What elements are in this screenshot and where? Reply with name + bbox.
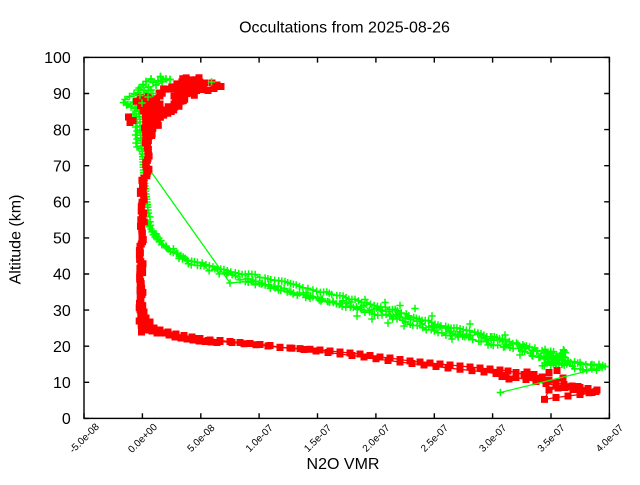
svg-text:80: 80: [53, 122, 71, 139]
svg-text:90: 90: [53, 86, 71, 103]
svg-text:Altitude (km): Altitude (km): [8, 195, 25, 285]
svg-text:100: 100: [44, 50, 71, 67]
svg-text:Occultations from 2025-08-26: Occultations from 2025-08-26: [239, 20, 450, 37]
svg-text:0: 0: [62, 411, 71, 428]
svg-text:70: 70: [53, 158, 71, 175]
svg-text:40: 40: [53, 267, 71, 284]
svg-text:N2O VMR: N2O VMR: [307, 456, 380, 473]
svg-text:30: 30: [53, 303, 71, 320]
svg-text:10: 10: [53, 375, 71, 392]
svg-text:20: 20: [53, 339, 71, 356]
svg-text:50: 50: [53, 231, 71, 248]
svg-text:60: 60: [53, 195, 71, 212]
